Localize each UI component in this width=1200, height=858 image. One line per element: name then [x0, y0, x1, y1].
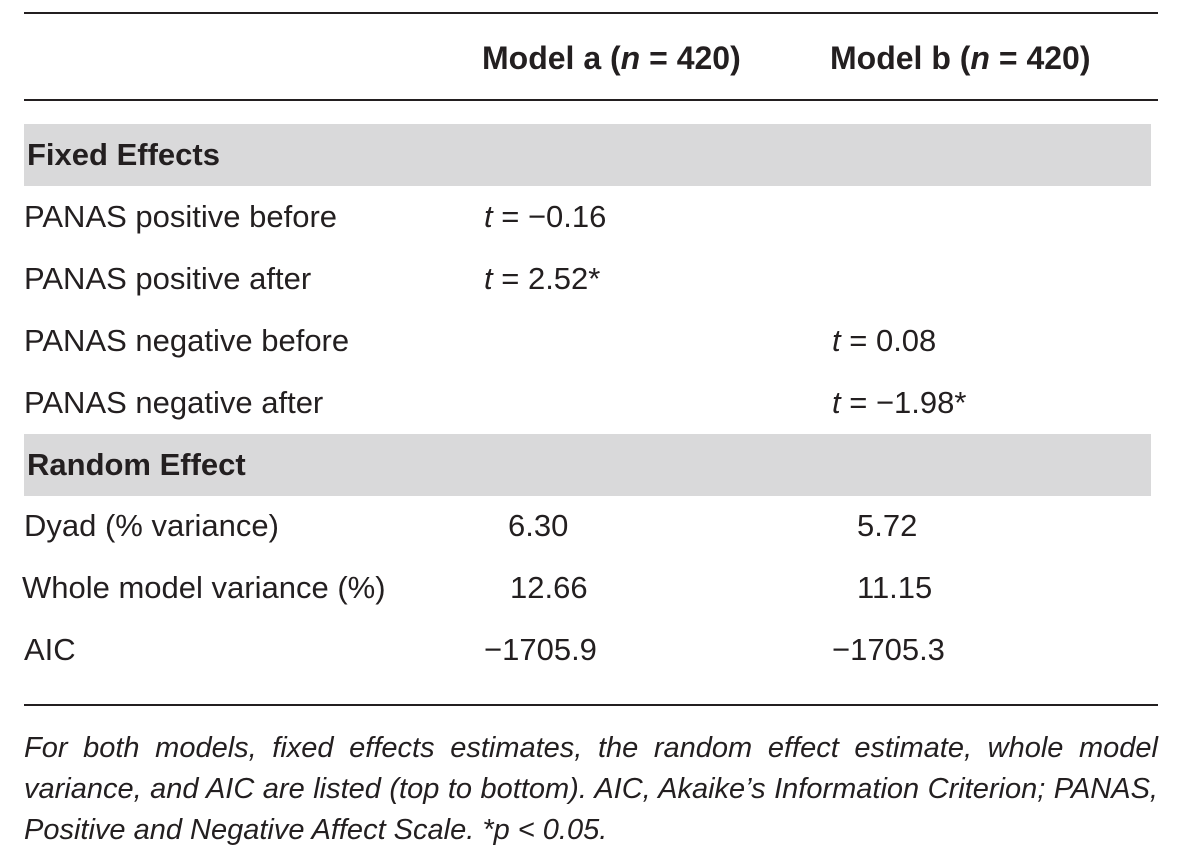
- row-label-panas-negative-before: PANAS negative before: [24, 323, 350, 358]
- column-header-model-a: Model a (n = 420): [482, 40, 741, 76]
- row-label-whole-model-variance: Whole model variance (%): [22, 570, 386, 605]
- cell-model-a-whole-model-variance: 12.66: [510, 570, 588, 605]
- row-label-panas-positive-before: PANAS positive before: [24, 199, 338, 234]
- cell-model-a-panas-positive-after: t = 2.52*: [484, 261, 601, 296]
- header-rule: [24, 99, 1158, 101]
- row-label-panas-negative-after: PANAS negative after: [24, 385, 324, 420]
- table-top-rule: [24, 12, 1158, 14]
- cell-model-a-dyad-variance: 6.30: [508, 508, 569, 543]
- cell-model-b-aic: −1705.3: [832, 632, 945, 667]
- row-label-dyad-variance: Dyad (% variance): [24, 508, 279, 543]
- row-label-panas-positive-after: PANAS positive after: [24, 261, 312, 296]
- section-title-random-effect: Random Effect: [27, 447, 246, 482]
- section-band-random-effect: [24, 434, 1151, 496]
- cell-model-a-aic: −1705.9: [484, 632, 597, 667]
- row-label-aic: AIC: [24, 632, 76, 667]
- cell-model-b-dyad-variance: 5.72: [857, 508, 918, 543]
- column-header-model-b: Model b (n = 420): [830, 40, 1091, 76]
- cell-model-b-panas-negative-before: t = 0.08: [832, 323, 937, 358]
- section-title-fixed-effects: Fixed Effects: [27, 137, 220, 172]
- section-band-fixed-effects: [24, 124, 1151, 186]
- cell-model-a-panas-positive-before: t = −0.16: [484, 199, 607, 234]
- cell-model-b-whole-model-variance: 11.15: [857, 570, 933, 605]
- cell-model-b-panas-negative-after: t = −1.98*: [832, 385, 967, 420]
- table-footnote: For both models, fixed effects estimates…: [24, 732, 1158, 846]
- table-bottom-rule: [24, 704, 1158, 706]
